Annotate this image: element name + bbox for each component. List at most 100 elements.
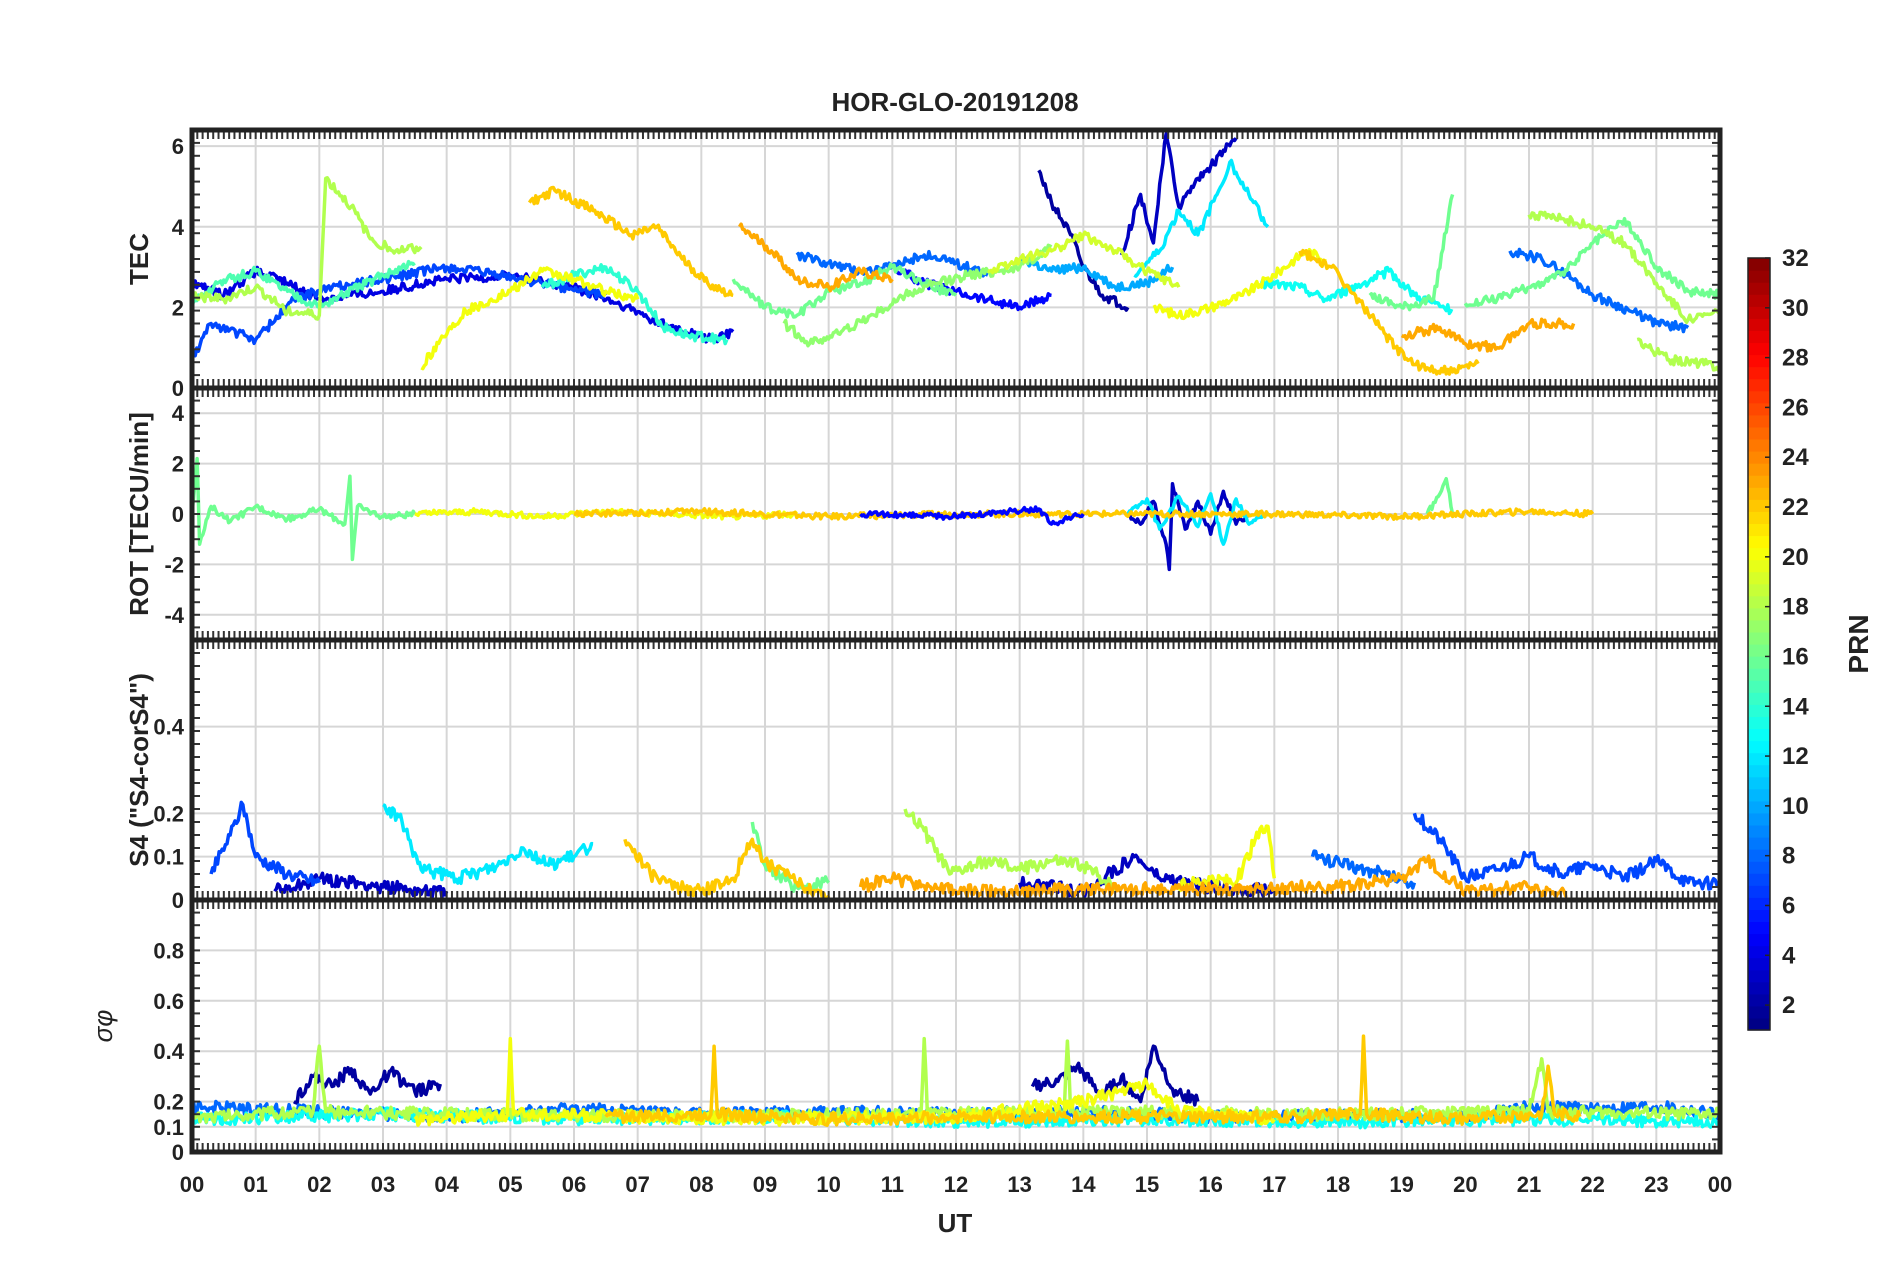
y-tick-label: 0.1 (153, 845, 184, 870)
series-line-prn-23 (738, 222, 894, 293)
x-tick-label: 14 (1071, 1172, 1096, 1197)
colorbar-tick-label: 2 (1782, 992, 1795, 1019)
x-tick-label: 01 (243, 1172, 267, 1197)
x-tick-label: 04 (434, 1172, 459, 1197)
series-line-prn-5 (890, 262, 1052, 312)
series-line-prn-4 (192, 265, 735, 344)
x-tick-label: 17 (1262, 1172, 1286, 1197)
series-line-prn-23 (858, 854, 1568, 899)
series-line-prn-16 (1463, 216, 1720, 308)
y-tick-label: 2 (172, 452, 184, 477)
y-axis-label-tec: TEC (124, 233, 154, 285)
series-line-prn-3 (1127, 482, 1251, 572)
series-line-prn-16 (192, 456, 417, 562)
panel-sigma: 00.10.2 0.4 0.6 0.8 σφ (88, 897, 1723, 1165)
x-tick-label: 16 (1198, 1172, 1222, 1197)
series-line-prn-22 (527, 185, 734, 298)
y-tick-label: 0 (172, 376, 184, 401)
colorbar-tick-label: 28 (1782, 345, 1809, 372)
series-line-prn-18 (192, 176, 423, 321)
series-line-prn-18 (903, 808, 1117, 892)
y-tick-label: 0.8 (153, 938, 184, 963)
series-line-prn-10 (1018, 256, 1175, 293)
x-axis-label: UT (938, 1208, 973, 1238)
series-line-prn-20 (1152, 247, 1327, 321)
series-line-prn-19 (987, 230, 1181, 288)
x-tick-label: 15 (1135, 1172, 1159, 1197)
colorbar-tick-label: 30 (1782, 295, 1809, 322)
y-tick-label: 4 (172, 215, 185, 240)
y-tick-label: -2 (164, 552, 184, 577)
chart-title: HOR-GLO-20191208 (831, 87, 1078, 117)
series-line-prn-5 (859, 505, 1085, 527)
x-tick-label: 12 (944, 1172, 968, 1197)
series-line-prn-18 (1527, 210, 1720, 325)
x-tick-label: 23 (1644, 1172, 1668, 1197)
y-tick-label: 0 (172, 888, 184, 913)
colorbar-tick-label: 8 (1782, 843, 1795, 870)
y-tick-label: 4 (172, 401, 185, 426)
series-line-prn-22 (1298, 248, 1480, 376)
y-tick-label: 0.1 (153, 1115, 184, 1140)
panel-rot: -4 -2 0 2 4 ROT [TECU/min] (124, 385, 1723, 643)
x-tick-label: 03 (371, 1172, 395, 1197)
colorbar-label: PRN (1843, 614, 1874, 673)
colorbar-tick-label: 6 (1782, 892, 1795, 919)
y-tick-label: 0 (172, 1140, 184, 1165)
series-line-prn-12 (1126, 492, 1269, 546)
panel-frame (189, 897, 1723, 1155)
x-tick-label: 13 (1007, 1172, 1031, 1197)
y-tick-label: 0.6 (153, 989, 184, 1014)
x-tick-label: 20 (1453, 1172, 1477, 1197)
series-line-prn-16 (1368, 193, 1455, 312)
series-line-prn-12 (382, 803, 594, 886)
y-tick-label: 0.2 (153, 801, 184, 826)
series-line-prn-3 (273, 871, 449, 900)
series-line-prn-20 (420, 266, 640, 371)
colorbar-tick-label: 20 (1782, 544, 1809, 571)
series-line-prn-22 (604, 1034, 1582, 1127)
x-tick-label: 05 (498, 1172, 522, 1197)
series-line-prn-2 (292, 1065, 442, 1105)
x-tick-label: 10 (816, 1172, 840, 1197)
series-line-prn-7 (1412, 812, 1720, 891)
series-line-prn-8 (1310, 849, 1417, 890)
x-tick-label: 08 (689, 1172, 713, 1197)
colorbar-tick-label: 4 (1782, 942, 1796, 969)
series-line-prn-17 (782, 243, 1053, 348)
y-tick-label: 0.2 (153, 1090, 184, 1115)
panel-tec: 0 2 4 6 TEC (124, 127, 1723, 401)
colorbar-tick-label: 32 (1782, 245, 1809, 272)
series-line-prn-23 (1400, 317, 1576, 353)
series-line-prn-12 (1133, 158, 1270, 278)
colorbar-tick-label: 10 (1782, 793, 1809, 820)
x-tick-label: 07 (625, 1172, 649, 1197)
colorbar-tick-label: 14 (1782, 693, 1809, 720)
y-axis-label-rot: ROT [TECU/min] (124, 412, 154, 616)
colorbar-tick-label: 26 (1782, 394, 1809, 421)
series-line-prn-16 (1425, 476, 1455, 515)
colorbar-tick-label: 18 (1782, 594, 1809, 621)
series-line-prn-18 (1636, 337, 1720, 373)
x-tick-label: 19 (1389, 1172, 1413, 1197)
x-tick-label: 00 (180, 1172, 204, 1197)
x-tick-label: 09 (753, 1172, 777, 1197)
colorbar-tick-label: 16 (1782, 643, 1809, 670)
series-line-prn-7 (192, 263, 608, 361)
colorbar-tick-label: 24 (1782, 444, 1809, 471)
x-tick-label: 11 (881, 1172, 904, 1197)
series-line-prn-8 (1508, 247, 1690, 334)
series-line-prn-3 (1119, 132, 1238, 256)
colorbar-tick-label: 22 (1782, 494, 1809, 521)
y-tick-label: 0.4 (153, 1039, 184, 1064)
series-line-prn-14 (540, 263, 729, 346)
x-tick-label: 22 (1580, 1172, 1604, 1197)
series-line-prn-7 (209, 800, 321, 887)
series-line-prn-22 (623, 837, 831, 900)
x-tick-label: 21 (1517, 1172, 1541, 1197)
series-line-prn-15 (192, 259, 416, 310)
series-line-prn-20 (1177, 824, 1277, 893)
x-tick-label: 00 (1708, 1172, 1732, 1197)
y-tick-label: 0 (172, 502, 184, 527)
